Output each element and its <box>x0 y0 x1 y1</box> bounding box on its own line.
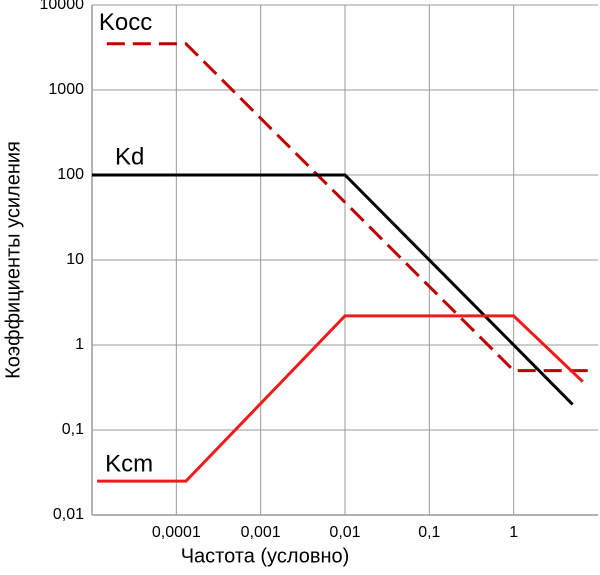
y-tick-label: 100 <box>57 166 84 183</box>
series-line <box>97 314 584 483</box>
series-label: Kocc <box>99 9 152 36</box>
x-tick-label: 0,001 <box>241 524 281 541</box>
y-tick-label: 0,01 <box>53 506 84 523</box>
x-tick-label: 0,01 <box>329 524 360 541</box>
series-label: Kcm <box>105 451 153 478</box>
y-tick-label: 1000 <box>48 81 84 98</box>
series-line <box>92 173 574 406</box>
y-tick-label: 10 <box>66 251 84 268</box>
x-axis-title: Частота (условно) <box>181 545 350 567</box>
x-tick-label: 0,0001 <box>152 524 201 541</box>
y-axis-title: Коэффициенты усиления <box>2 141 24 379</box>
x-tick-label: 1 <box>509 524 518 541</box>
series-line <box>106 42 595 373</box>
x-tick-label: 0,1 <box>418 524 440 541</box>
y-tick-label: 0,1 <box>62 421 84 438</box>
y-tick-label: 10000 <box>40 0 85 13</box>
y-tick-label: 1 <box>75 336 84 353</box>
series-label: Kd <box>115 143 144 170</box>
